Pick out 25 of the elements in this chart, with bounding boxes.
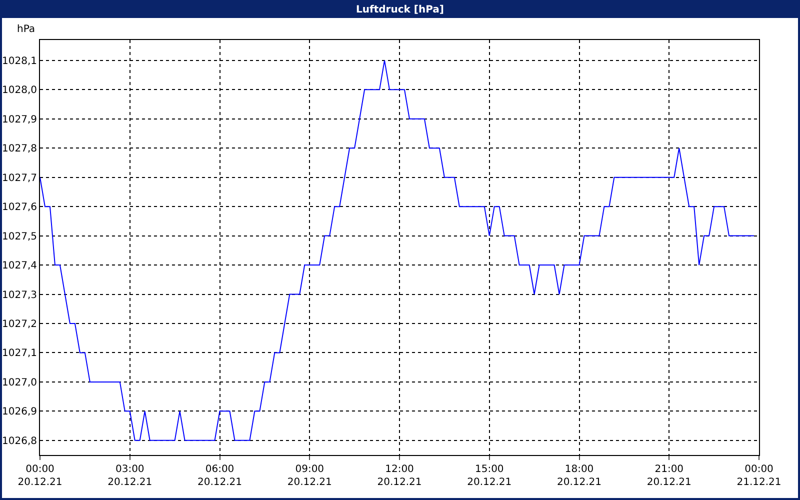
y-tick-label: 1028,0 (2, 85, 37, 96)
y-tick-label: 1027,7 (2, 172, 37, 184)
y-tick-label: 1027,1 (2, 348, 37, 360)
y-tick-label: 1026,9 (2, 406, 37, 418)
y-tick-label: 1027,8 (2, 144, 37, 155)
y-axis-title: hPa (17, 24, 36, 35)
y-tick-label: 1027,0 (2, 377, 37, 388)
x-tick-label: 12:00 20.12.21 (377, 464, 422, 488)
y-tick-label: 1026,8 (2, 436, 37, 447)
x-tick-label: 03:00 20.12.21 (108, 464, 152, 488)
y-tick-label: 1027,2 (2, 318, 37, 330)
x-tick-label: 00:00 20.12.21 (18, 464, 62, 488)
y-tick-label: 1027,9 (2, 114, 37, 126)
y-tick-label: 1028,1 (2, 56, 37, 67)
chart-title: Luftdruck [hPa] (356, 4, 444, 16)
x-tick-label: 15:00 20.12.21 (467, 464, 512, 488)
x-tick-label: 06:00 20.12.21 (197, 464, 242, 488)
y-tick-label: 1027,4 (2, 260, 37, 272)
y-tick-label: 1027,5 (2, 231, 37, 242)
y-tick-label: 1027,3 (2, 290, 37, 301)
x-tick-label: 09:00 20.12.21 (287, 464, 332, 488)
y-tick-label: 1027,6 (2, 202, 37, 214)
x-tick-label: 21:00 20.12.21 (646, 464, 692, 488)
x-tick-label: 18:00 20.12.21 (556, 464, 602, 488)
x-tick-label: 00:00 21.12.21 (736, 464, 782, 488)
